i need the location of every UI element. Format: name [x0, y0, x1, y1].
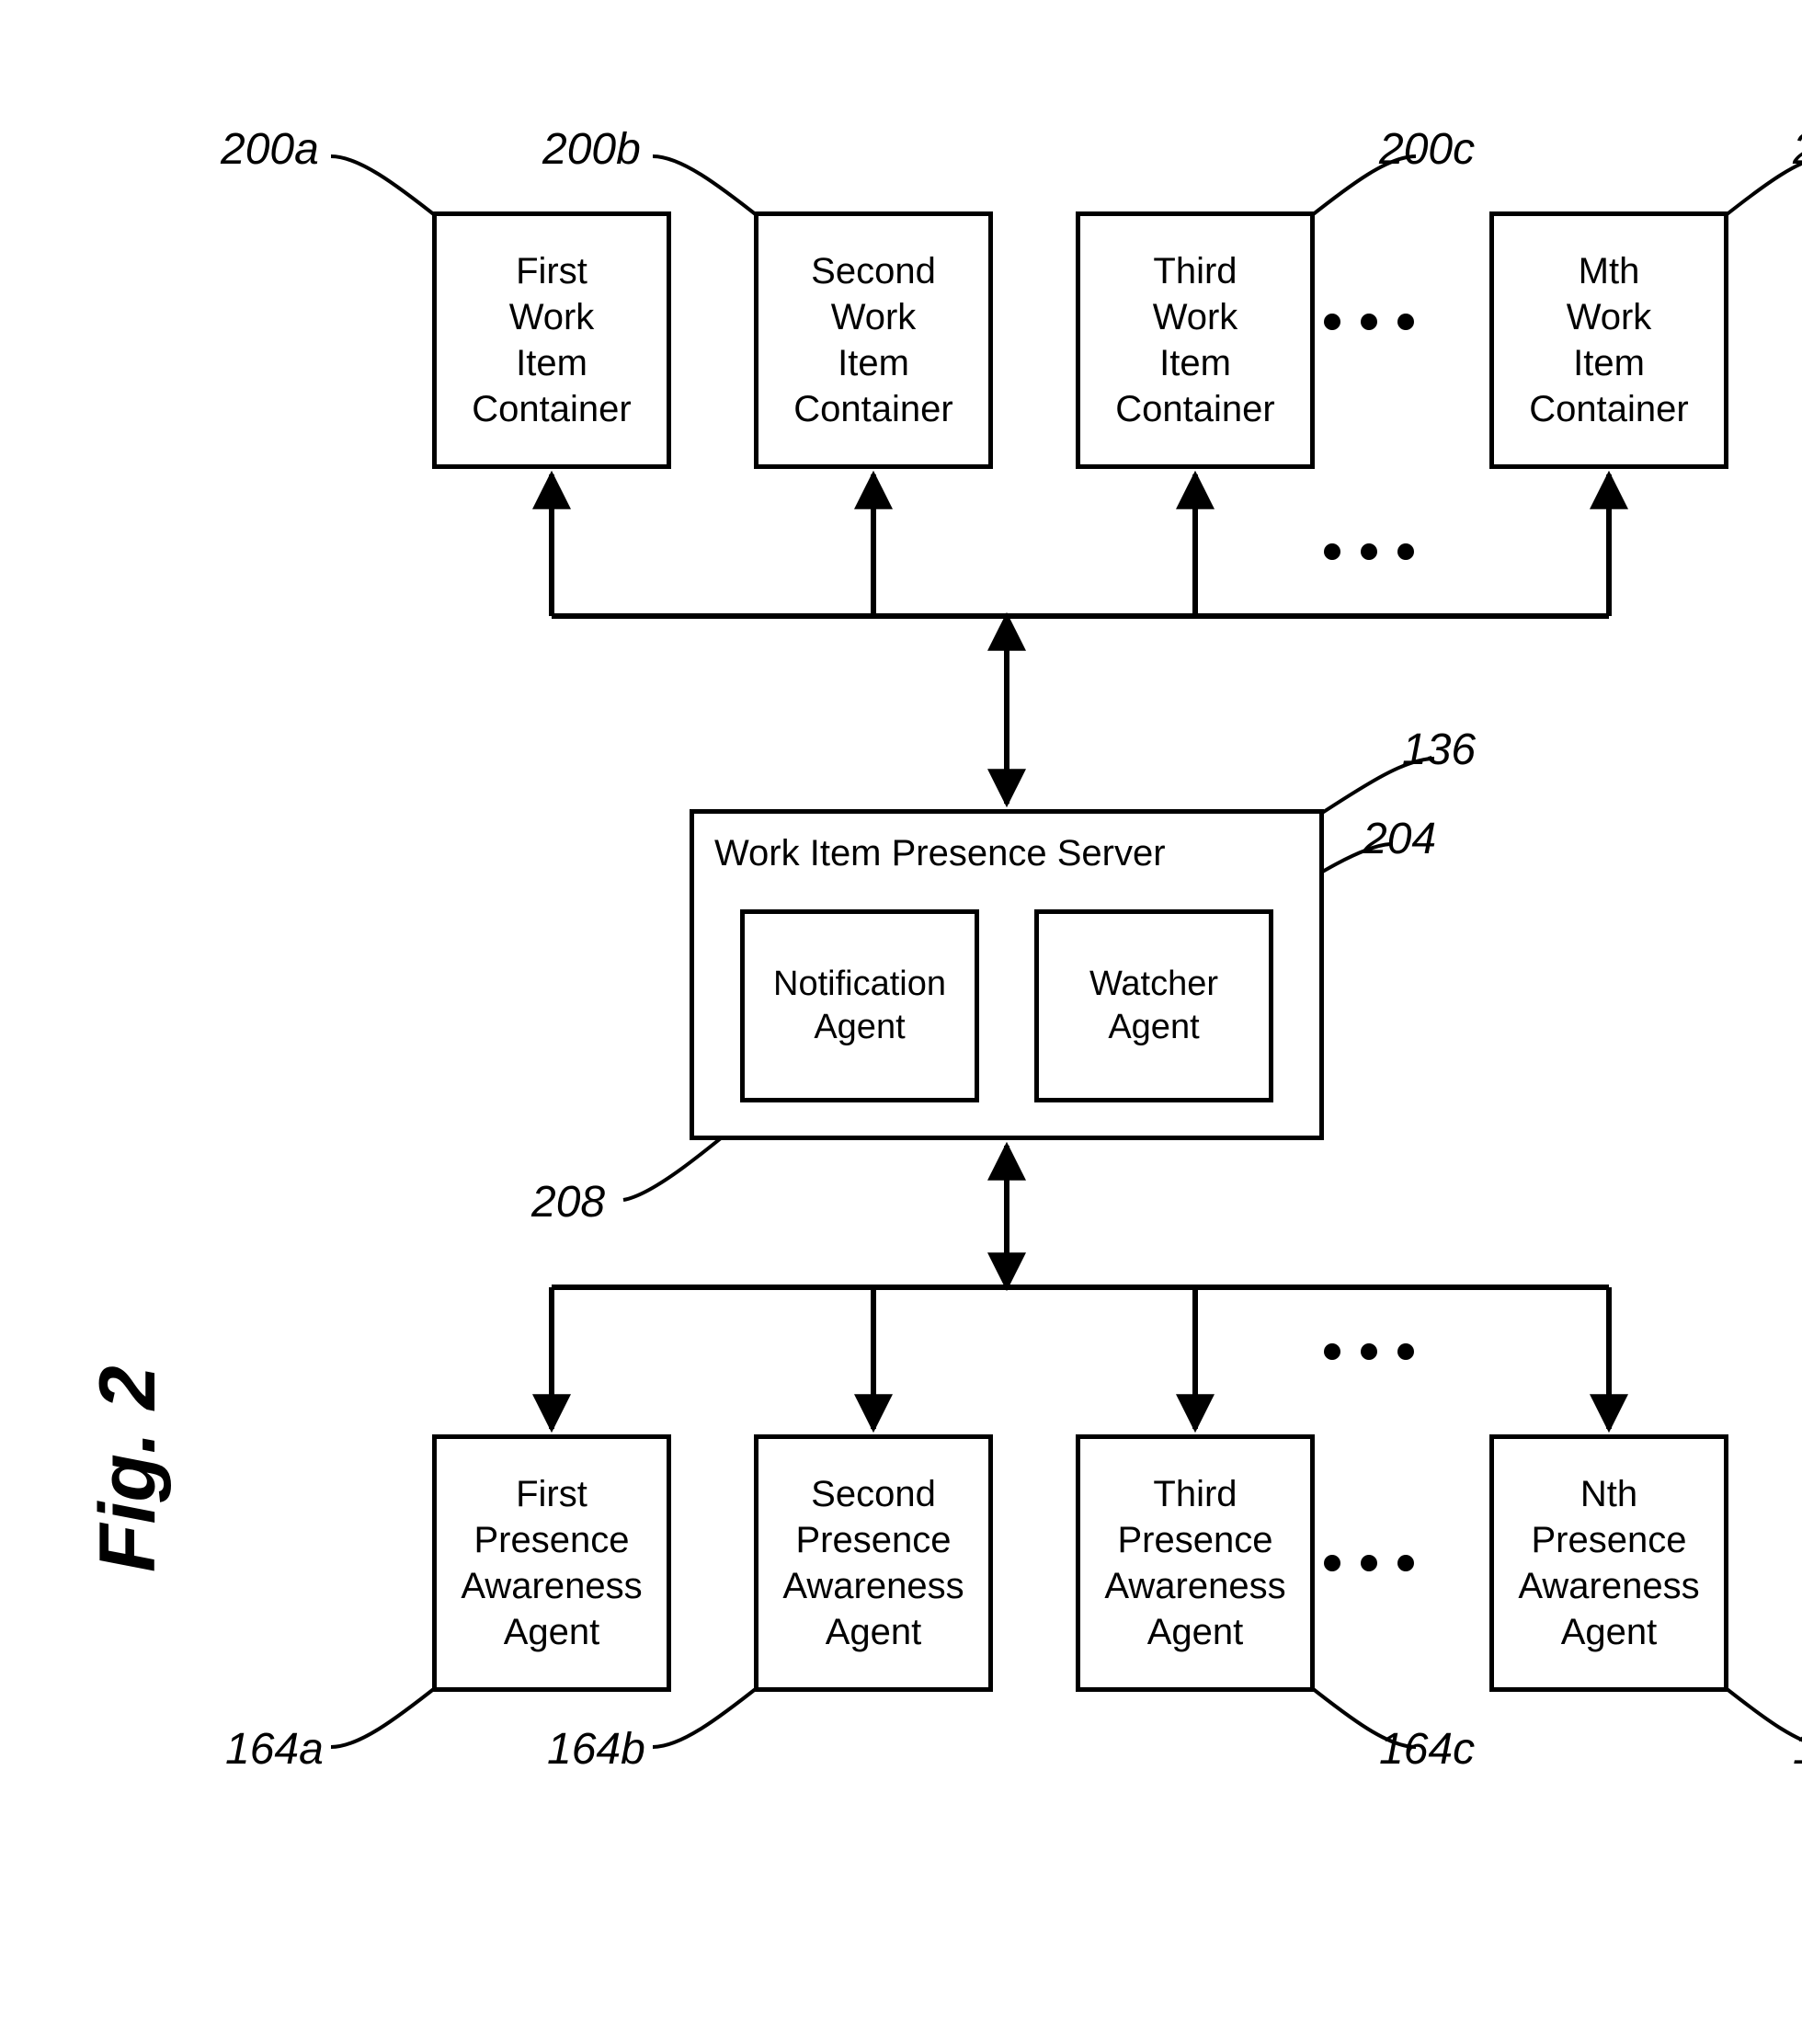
box-id-label: 164b — [547, 1724, 645, 1775]
work-item-container-box: MthWorkItemContainer — [1489, 211, 1728, 469]
agent-box: NotificationAgent — [740, 909, 979, 1102]
agent-id-label: 208 — [531, 1177, 605, 1228]
presence-server-box: Work Item Presence Server NotificationAge… — [690, 809, 1324, 1140]
presence-awareness-agent-box: SecondPresenceAwarenessAgent — [754, 1434, 993, 1692]
presence-awareness-agent-box: ThirdPresenceAwarenessAgent — [1076, 1434, 1315, 1692]
diagram-canvas: Fig. 2 FirstWorkItemContainer 200a SecondW… — [0, 0, 1802, 2044]
figure-caption: Fig. 2 — [83, 1365, 174, 1572]
work-item-container-box: ThirdWorkItemContainer — [1076, 211, 1315, 469]
agent-box: WatcherAgent — [1034, 909, 1273, 1102]
box-id-label: 200c — [1379, 124, 1475, 175]
box-id-label: 200a — [221, 124, 319, 175]
presence-awareness-agent-box: FirstPresenceAwarenessAgent — [432, 1434, 671, 1692]
ellipsis-dots — [1324, 543, 1414, 560]
agent-id-label: 204 — [1363, 814, 1436, 864]
work-item-container-box: FirstWorkItemContainer — [432, 211, 671, 469]
box-id-label: 200M — [1793, 124, 1802, 175]
box-id-label: 200b — [542, 124, 641, 175]
work-item-container-box: SecondWorkItemContainer — [754, 211, 993, 469]
server-id-label: 136 — [1402, 725, 1476, 775]
server-title: Work Item Presence Server — [714, 830, 1299, 876]
box-id-label: 164c — [1379, 1724, 1475, 1775]
box-id-label: 164a — [225, 1724, 324, 1775]
box-id-label: 164n — [1793, 1724, 1802, 1775]
presence-awareness-agent-box: NthPresenceAwarenessAgent — [1489, 1434, 1728, 1692]
ellipsis-dots — [1324, 1343, 1414, 1360]
ellipsis-dots — [1324, 1555, 1414, 1571]
ellipsis-dots — [1324, 314, 1414, 330]
